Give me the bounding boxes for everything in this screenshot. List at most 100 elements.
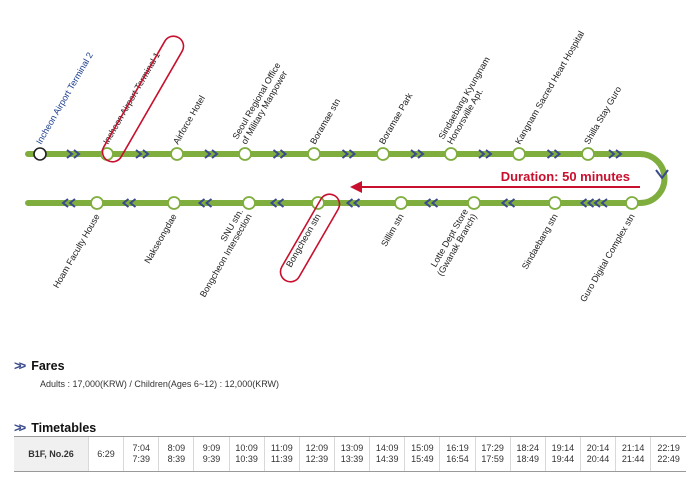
departure-time: 6:29 (97, 448, 115, 459)
departure-time: 22:19 (657, 443, 680, 453)
direction-arrow-icon (279, 149, 288, 159)
departure-time: 10:09 (235, 443, 258, 453)
direction-arrow-icon (73, 149, 81, 159)
station-label: Hoam Faculty House (51, 212, 102, 290)
route-line (25, 151, 668, 206)
station-label: Sindaebang KyungnamHonorsville Apt. (436, 55, 500, 146)
highlight-ring (279, 193, 341, 283)
station-label: SNU stn.Bongcheon Intersection (189, 207, 254, 299)
station-marker (33, 147, 47, 161)
departure-time: 12:39 (305, 454, 329, 464)
station-label: Boramae stn (308, 97, 342, 146)
direction-arrow-icon (272, 149, 281, 159)
departure-time: 11:09 (270, 443, 293, 453)
departure-time: 21:14 (621, 443, 645, 453)
departure-time: 14:39 (375, 454, 399, 464)
station-marker (512, 147, 526, 161)
timetables-title: Timetables (31, 420, 97, 435)
departure-time: 16:54 (446, 454, 469, 464)
fares-title: Fares (31, 358, 65, 373)
station-marker (170, 147, 184, 161)
duration-label: Duration: 50 minutes (501, 169, 630, 184)
timetable-cell: 20:14 20:44 (579, 436, 616, 472)
direction-arrow-icon (546, 149, 555, 159)
departure-time: 8:39 (167, 454, 186, 464)
direction-arrow-icon (135, 149, 143, 159)
station-label: Sillim stn (379, 212, 406, 248)
direction-arrow-icon (197, 198, 206, 208)
station-label: Nakseongdae (142, 212, 178, 265)
fares-header: >> Fares (14, 358, 65, 373)
direction-arrow-icon (61, 198, 69, 208)
stop-label: B1F, No.26 (14, 436, 89, 472)
direction-arrow-icon (68, 198, 76, 208)
direction-arrow-icon (507, 198, 516, 208)
station-marker (242, 196, 256, 210)
timetable-cell: 21:14 21:44 (615, 436, 651, 472)
direction-arrow-icon (500, 198, 509, 208)
direction-arrow-icon (345, 198, 354, 208)
direction-arrow-icon (423, 198, 432, 208)
timetable-cell: 9:09 9:39 (193, 436, 230, 472)
double-chevron-icon: >> (14, 358, 26, 373)
direction-arrow-icon (485, 149, 493, 159)
station-marker (307, 147, 321, 161)
duration-arrow-icon (350, 181, 362, 193)
timetable-cell: 17:29 17:59 (474, 436, 511, 472)
departure-time: 12:09 (305, 443, 329, 453)
direction-arrow-icon (211, 149, 219, 159)
departure-time: 18:24 (516, 443, 540, 453)
station-marker (167, 196, 181, 210)
departure-time: 19:14 (551, 443, 575, 453)
departure-time: 17:59 (481, 454, 504, 464)
direction-arrow-icon (417, 149, 425, 159)
direction-arrow-icon (478, 149, 486, 159)
direction-arrow-icon (600, 198, 608, 208)
direction-arrow-icon (410, 149, 418, 159)
station-marker (376, 147, 390, 161)
timetable: B1F, No.26 6:29 7:04 7:39 8:09 8:39 9:09 9:39 1… (14, 436, 686, 472)
departure-time: 7:39 (132, 454, 150, 464)
direction-arrow-icon (593, 198, 601, 208)
direction-arrow-icon (66, 149, 74, 159)
station-label: Kangnam Sacred Heart Hospital (513, 29, 586, 146)
station-label: Lotte Dept Store(Gwanak Branch) (426, 207, 478, 278)
timetables-header: >> Timetables (14, 420, 96, 435)
departure-time: 7:04 (132, 443, 150, 453)
departure-time: 16:19 (446, 443, 469, 453)
timetable-cell: 15:09 15:49 (404, 436, 440, 472)
direction-arrow-icon (204, 149, 212, 159)
timetable-cell: 12:09 12:39 (298, 436, 335, 472)
direction-arrow-icon (553, 149, 562, 159)
departure-time: 22:49 (657, 454, 680, 464)
timetable-cell: 18:24 18:49 (509, 436, 546, 472)
station-label: Bongcheon stn (284, 212, 323, 269)
direction-arrow-icon (204, 198, 213, 208)
direction-arrow-icon (352, 198, 361, 208)
departure-time: 9:09 (202, 443, 221, 453)
station-marker (467, 196, 481, 210)
timetable-row: B1F, No.26 6:29 7:04 7:39 8:09 8:39 9:09 9:39 1… (14, 436, 686, 472)
direction-arrow-icon (276, 198, 285, 208)
departure-time: 15:09 (411, 443, 434, 453)
departure-time: 20:14 (586, 443, 610, 453)
fares-text: Adults : 17,000(KRW) / Children(Ages 6~1… (40, 379, 280, 389)
station-marker (90, 196, 104, 210)
direction-arrow-icon (655, 169, 669, 180)
departure-time: 9:39 (202, 454, 221, 464)
timetable-cell: 19:14 19:44 (544, 436, 581, 472)
departure-time: 10:39 (235, 454, 258, 464)
station-label: Incheon Airport Terminal 2 (34, 51, 95, 146)
timetable-cell: 8:09 8:39 (158, 436, 194, 472)
direction-arrow-icon (608, 149, 616, 159)
route-map: Incheon Airport Terminal 2 Incheon Airpor… (25, 29, 669, 304)
station-marker (444, 147, 458, 161)
direction-arrow-icon (142, 149, 150, 159)
direction-arrow-icon (269, 198, 278, 208)
departure-time: 15:49 (411, 454, 434, 464)
station-label: Seoul Regional Officeof Military Manpowe… (230, 61, 291, 146)
station-label: Sindaebang stn (520, 212, 560, 271)
timetable-cell: 13:09 13:39 (333, 436, 370, 472)
double-chevron-icon: >> (14, 420, 26, 435)
timetable-cell: 14:09 14:39 (369, 436, 405, 472)
